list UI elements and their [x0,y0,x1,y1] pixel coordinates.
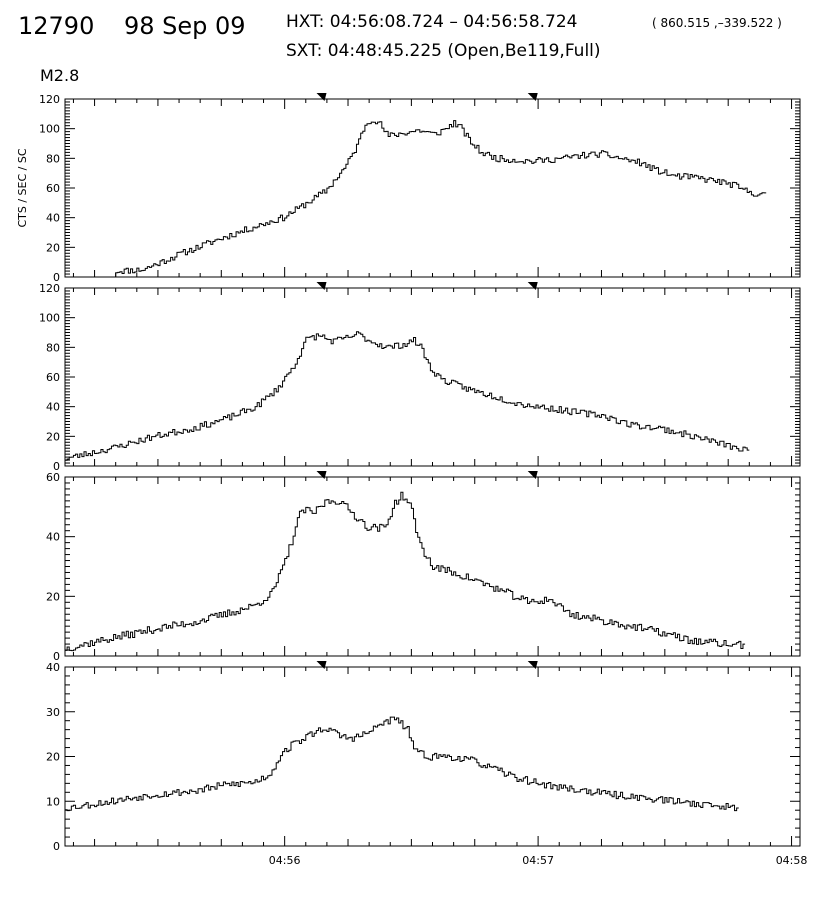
y-tick-label: 60 [46,471,60,484]
hxt-interval-marker [316,471,327,479]
y-tick-label: 0 [53,840,60,853]
hxt-interval-marker [316,282,327,290]
y-tick-label: 120 [39,93,60,106]
x-tick-label: 04:57 [522,854,554,867]
y-tick-label: 60 [46,371,60,384]
y-tick-label: 100 [39,312,60,325]
sxt-image-info: SXT: 04:48:45.225 (Open,Be119,Full) [286,41,601,61]
hxt-interval-marker [527,282,538,290]
sxt-mode: (Open,Be119,Full) [447,41,601,61]
y-tick-label: 20 [46,430,60,443]
hxt-interval-marker [316,93,327,101]
hxt-interval-marker [527,471,538,479]
y-tick-label: 0 [53,460,60,473]
lightcurve-series [65,331,750,461]
y-axis-label: CTS / SEC / SC [16,148,29,227]
event-date: 98 Sep 09 [124,12,246,40]
goes-class: M2.8 [40,66,80,85]
sxt-label: SXT: [286,41,323,61]
y-tick-label: 120 [39,282,60,295]
y-tick-label: 20 [46,241,60,254]
y-tick-label: 60 [46,182,60,195]
y-tick-label: 10 [46,795,60,808]
hxt-coordinates: ( 860.515 ,–339.522 ) [652,16,782,30]
panel-frame [64,98,801,278]
y-tick-label: 40 [46,212,60,225]
y-tick-label: 20 [46,751,60,764]
hxt-interval-marker [527,93,538,101]
hxt-interval-marker [316,661,327,669]
y-tick-label: 20 [46,590,60,603]
y-tick-label: 40 [46,661,60,674]
y-tick-label: 0 [53,271,60,284]
lightcurve-series [65,491,746,652]
hxt-label: HXT: [286,12,325,32]
y-tick-label: 80 [46,341,60,354]
panel-4: 0 10 20 30 40 04:56 04:57 04:58 [46,661,807,867]
y-tick-label: 80 [46,152,60,165]
y-tick-label: 40 [46,401,60,414]
lightcurve-series [65,716,739,812]
panel-2: 0 20 40 60 80 100 120 [39,282,801,473]
y-tick-label: 40 [46,531,60,544]
hxt-range: 04:56:08.724 – 04:56:58.724 [329,12,578,32]
y-tick-label: 100 [39,123,60,136]
sxt-time: 04:48:45.225 [327,41,442,61]
x-tick-label: 04:58 [776,854,808,867]
panel-frame [64,287,801,467]
y-tick-label: 30 [46,706,60,719]
panel-1: 0 20 40 60 80 100 120 CTS / SEC / SC [16,93,801,284]
event-id: 12790 [18,12,95,40]
lightcurve-series [65,120,767,278]
y-tick-label: 0 [53,650,60,663]
hxt-interval-marker [527,661,538,669]
hxt-time-range: HXT: 04:56:08.724 – 04:56:58.724 [286,12,578,32]
panel-3: 0 20 40 60 [46,471,801,663]
x-tick-label: 04:56 [269,854,301,867]
